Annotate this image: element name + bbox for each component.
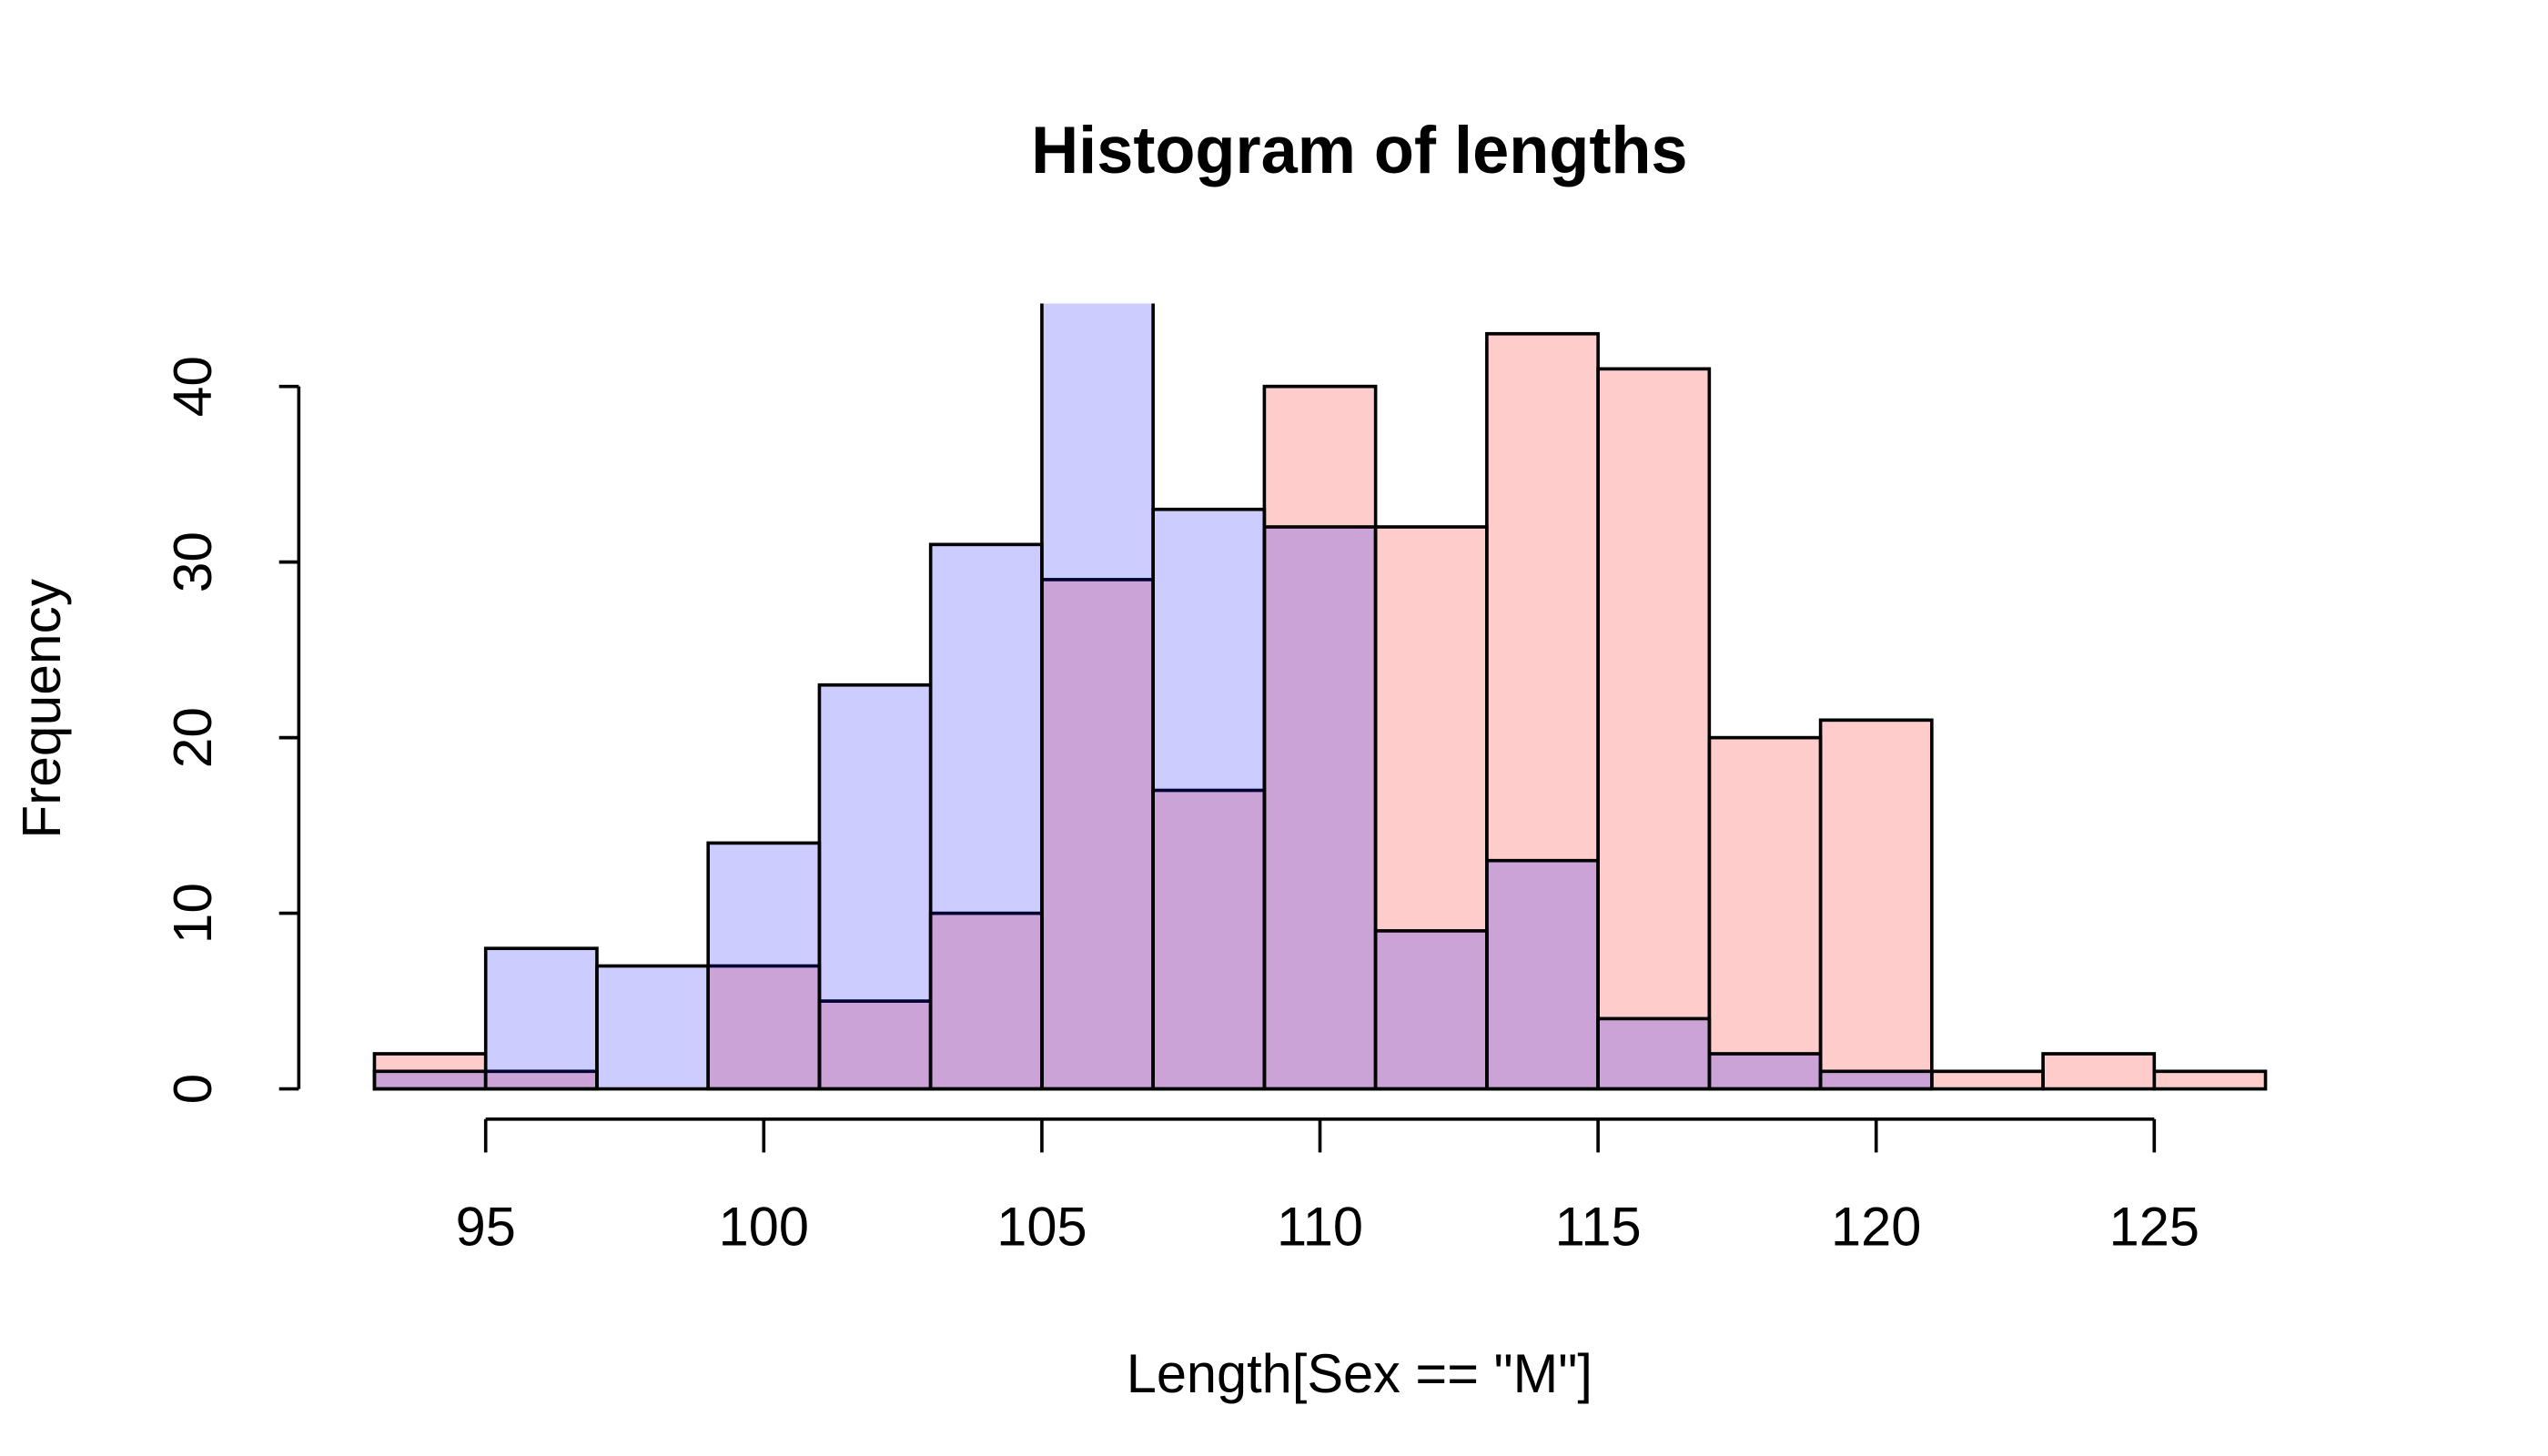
bar (483, 946, 599, 1091)
bar (817, 999, 933, 1091)
bar (1930, 1069, 2045, 1091)
bar (706, 841, 822, 1091)
x-tick-label: 105 (996, 1196, 1087, 1258)
bar (1596, 367, 1712, 1091)
y-tick-label: 0 (163, 1074, 223, 1105)
y-tick-label: 30 (163, 531, 223, 592)
bar (1485, 858, 1600, 1091)
bar (928, 542, 1044, 1091)
y-tick-label: 40 (163, 356, 223, 417)
bar (706, 964, 822, 1091)
chart-title: Histogram of lengths (1031, 113, 1687, 187)
bar (2152, 1069, 2268, 1091)
y-tick-label: 20 (163, 707, 223, 768)
x-tick-label: 125 (2109, 1196, 2199, 1258)
bar (1818, 718, 1934, 1091)
bar (1040, 303, 1155, 1091)
y-tick-label: 10 (163, 883, 223, 944)
bar (1707, 1052, 1823, 1091)
bar (595, 964, 710, 1091)
bar (1818, 1069, 1934, 1091)
bar (817, 682, 933, 1091)
y-axis-label: Frequency (12, 579, 72, 839)
bar (372, 1069, 488, 1091)
bar (1151, 507, 1267, 1091)
bar (1373, 929, 1489, 1091)
bar (1707, 735, 1823, 1091)
x-tick-label: 110 (1277, 1196, 1363, 1258)
x-tick-label: 115 (1555, 1196, 1642, 1258)
x-tick-label: 120 (1831, 1196, 1921, 1258)
x-axis-label: Length[Sex == "M"] (1127, 1342, 1592, 1404)
bar (1485, 331, 1600, 1091)
bar (2041, 1052, 2157, 1091)
x-tick-label: 95 (456, 1196, 516, 1258)
plot-area (372, 303, 2268, 1091)
bar (1262, 525, 1378, 1091)
bar (1596, 1016, 1712, 1091)
x-tick-label: 100 (719, 1196, 809, 1258)
